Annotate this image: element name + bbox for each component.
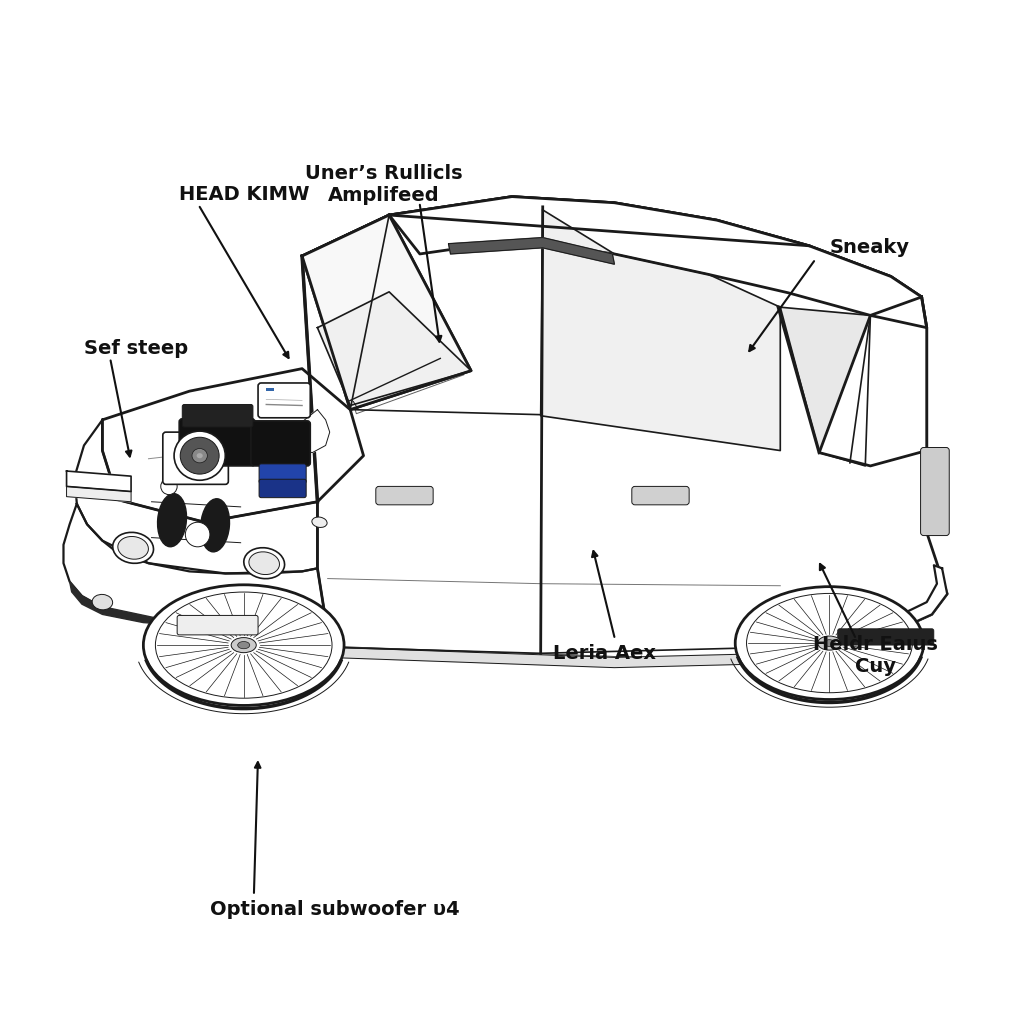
- Ellipse shape: [174, 431, 225, 480]
- Polygon shape: [70, 582, 323, 630]
- FancyBboxPatch shape: [838, 629, 934, 645]
- Text: Sneaky: Sneaky: [829, 239, 909, 257]
- Text: HEAD KIMW: HEAD KIMW: [179, 185, 309, 204]
- Ellipse shape: [746, 594, 912, 692]
- Ellipse shape: [249, 552, 280, 574]
- Circle shape: [185, 522, 210, 547]
- Polygon shape: [328, 647, 778, 668]
- Polygon shape: [287, 410, 330, 453]
- Ellipse shape: [158, 494, 186, 547]
- Polygon shape: [449, 238, 614, 264]
- Ellipse shape: [735, 587, 924, 699]
- Polygon shape: [819, 297, 927, 466]
- Polygon shape: [302, 215, 471, 410]
- Ellipse shape: [118, 537, 148, 559]
- Polygon shape: [67, 486, 131, 502]
- FancyBboxPatch shape: [163, 432, 228, 484]
- Ellipse shape: [231, 638, 256, 652]
- Ellipse shape: [92, 594, 113, 610]
- Ellipse shape: [180, 437, 219, 474]
- Ellipse shape: [244, 548, 285, 579]
- Ellipse shape: [823, 640, 836, 646]
- Ellipse shape: [143, 585, 344, 706]
- Text: Leria Aex: Leria Aex: [553, 644, 655, 663]
- Ellipse shape: [818, 636, 842, 650]
- Polygon shape: [302, 197, 947, 657]
- Polygon shape: [102, 369, 364, 522]
- FancyBboxPatch shape: [921, 447, 949, 536]
- Polygon shape: [75, 420, 317, 573]
- Ellipse shape: [156, 592, 332, 698]
- FancyBboxPatch shape: [259, 464, 306, 483]
- Ellipse shape: [113, 532, 154, 563]
- Polygon shape: [317, 292, 471, 406]
- FancyBboxPatch shape: [182, 404, 253, 427]
- FancyBboxPatch shape: [632, 486, 689, 505]
- Polygon shape: [778, 565, 947, 653]
- Polygon shape: [63, 504, 326, 629]
- Text: Uner’s Rullicls
Amplifeed: Uner’s Rullicls Amplifeed: [305, 164, 463, 205]
- FancyBboxPatch shape: [259, 479, 306, 498]
- Ellipse shape: [197, 453, 203, 458]
- Circle shape: [161, 478, 177, 495]
- Text: Sef steep: Sef steep: [84, 339, 188, 357]
- FancyBboxPatch shape: [177, 615, 258, 635]
- Polygon shape: [780, 307, 870, 466]
- FancyBboxPatch shape: [376, 486, 433, 505]
- Ellipse shape: [238, 641, 250, 649]
- Polygon shape: [67, 471, 131, 492]
- Text: Optional subwoofer υ4: Optional subwoofer υ4: [210, 900, 460, 919]
- Ellipse shape: [312, 517, 327, 527]
- Polygon shape: [389, 197, 927, 328]
- FancyBboxPatch shape: [179, 419, 255, 466]
- Ellipse shape: [193, 449, 207, 463]
- Bar: [266, 388, 274, 391]
- Ellipse shape: [201, 499, 229, 552]
- Text: Heldr Eaıus
Cuy: Heldr Eaıus Cuy: [813, 635, 938, 676]
- Polygon shape: [541, 210, 780, 451]
- FancyBboxPatch shape: [251, 421, 310, 466]
- FancyBboxPatch shape: [258, 383, 310, 418]
